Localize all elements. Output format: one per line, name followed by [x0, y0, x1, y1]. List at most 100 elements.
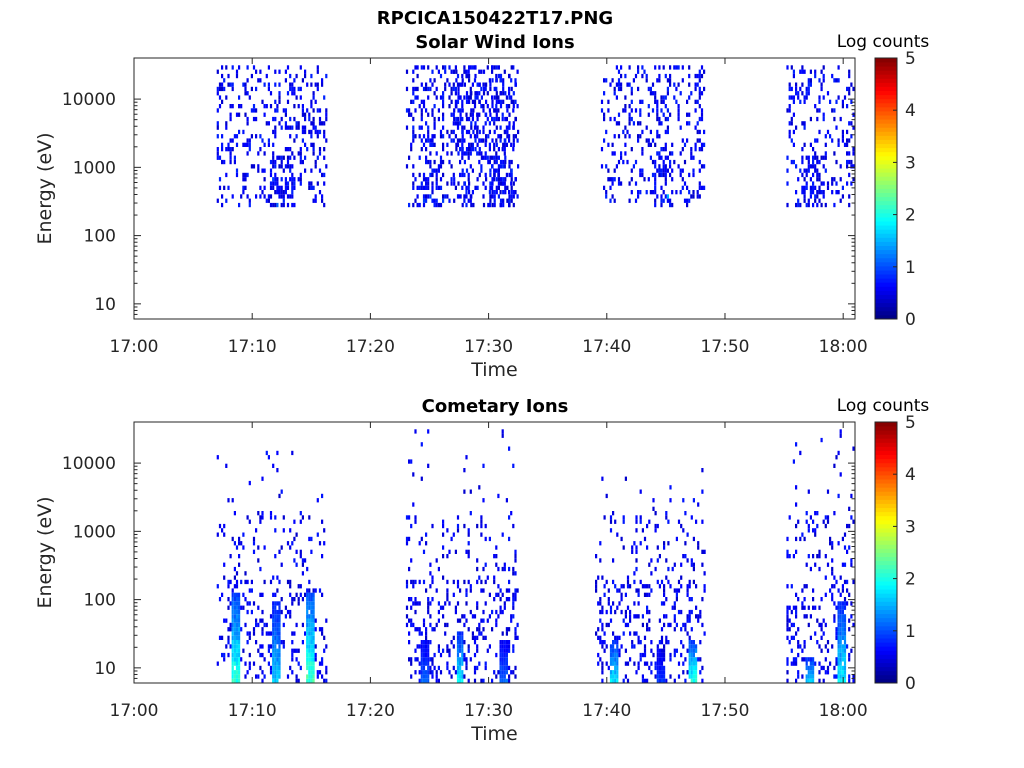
heatmap-cell [255, 674, 258, 679]
heatmap-cell [701, 665, 704, 671]
heatmap-cell [276, 652, 279, 658]
heatmap-cell [680, 584, 683, 589]
heatmap-cell [658, 168, 661, 173]
heatmap-cell [614, 609, 617, 615]
heatmap-cell [223, 618, 226, 623]
heatmap-cell [503, 151, 506, 156]
colorbar-tick-label: 2 [905, 206, 916, 226]
heatmap-cell [316, 674, 319, 679]
heatmap-cell [238, 601, 241, 606]
heatmap-cell [703, 185, 706, 190]
heatmap-cell [501, 661, 504, 666]
heatmap-cell [257, 622, 260, 628]
heatmap-cell [626, 605, 630, 610]
heatmap-cell [461, 644, 464, 649]
heatmap-cell [662, 168, 665, 173]
heatmap-cell [291, 181, 294, 186]
heatmap-cell [839, 622, 842, 628]
heatmap-cell [310, 640, 313, 645]
colorbar-swatch [875, 442, 897, 447]
heatmap-cell [318, 661, 322, 666]
heatmap-cell [252, 627, 256, 632]
heatmap-cell [497, 172, 500, 178]
heatmap-cell [501, 670, 504, 675]
heatmap-cell [792, 657, 795, 662]
heatmap-cell [468, 73, 471, 79]
heatmap-cell [831, 545, 834, 550]
heatmap-cell [223, 562, 226, 567]
heatmap-cell [620, 181, 623, 186]
heatmap-cell [788, 86, 791, 92]
colorbar-swatch [875, 286, 897, 291]
heatmap-cell [452, 86, 455, 92]
heatmap-cell [635, 614, 638, 619]
heatmap-cell [431, 108, 434, 113]
heatmap-cell [321, 661, 324, 666]
heatmap-cell [274, 635, 277, 640]
heatmap-cell [420, 657, 423, 662]
heatmap-cell [599, 640, 602, 645]
heatmap-cell [476, 134, 479, 139]
heatmap-cell [506, 129, 509, 135]
heatmap-cell [465, 665, 468, 671]
heatmap-cell [495, 104, 498, 109]
heatmap-cell [614, 661, 617, 666]
heatmap-cell [837, 670, 840, 675]
heatmap-cell [599, 618, 602, 623]
heatmap-cell [624, 674, 627, 679]
heatmap-cell [508, 86, 511, 92]
colorbar-swatch [875, 82, 897, 87]
heatmap-cell [786, 670, 789, 675]
heatmap-cell [688, 609, 691, 615]
heatmap-cell [416, 627, 419, 632]
heatmap-cell [235, 670, 239, 675]
heatmap-cell [259, 147, 262, 152]
heatmap-cell [643, 536, 647, 542]
heatmap-cell [272, 575, 275, 580]
heatmap-cell [673, 652, 676, 658]
heatmap-cell [431, 190, 434, 195]
heatmap-cell [412, 584, 415, 589]
heatmap-cell [491, 678, 494, 683]
heatmap-cell [818, 159, 821, 165]
heatmap-cell [641, 622, 644, 628]
heatmap-cell [497, 147, 500, 152]
heatmap-cell [663, 674, 666, 679]
heatmap-cell [272, 151, 275, 156]
heatmap-cell [280, 640, 283, 645]
heatmap-cell [405, 541, 409, 546]
heatmap-cell [841, 618, 844, 623]
heatmap-cell [501, 592, 504, 597]
heatmap-cell [459, 108, 462, 113]
heatmap-cell [306, 640, 309, 645]
heatmap-cell [291, 151, 294, 156]
heatmap-cell [297, 125, 300, 130]
heatmap-cell [603, 515, 606, 520]
heatmap-cell [664, 73, 667, 79]
heatmap-cell [229, 116, 232, 122]
heatmap-cell [839, 177, 842, 182]
heatmap-cell [807, 91, 810, 96]
heatmap-cell [425, 121, 428, 126]
heatmap-cell [807, 82, 810, 87]
heatmap-cell [310, 635, 313, 640]
heatmap-cell [231, 648, 234, 653]
heatmap-cell [218, 185, 222, 190]
heatmap-cell [662, 198, 665, 203]
heatmap-cell [482, 82, 485, 87]
heatmap-cell [786, 614, 789, 619]
heatmap-cell [837, 605, 840, 610]
heatmap-cell [824, 202, 827, 208]
heatmap-cell [508, 138, 511, 143]
heatmap-cell [812, 588, 815, 593]
heatmap-cell [469, 198, 472, 203]
heatmap-cell [295, 622, 298, 628]
heatmap-cell [850, 159, 853, 165]
heatmap-cell [446, 661, 449, 666]
heatmap-cell [647, 86, 650, 92]
heatmap-cell [839, 640, 842, 645]
heatmap-cell [650, 670, 653, 675]
heatmap-cell [216, 147, 219, 152]
heatmap-cell [246, 138, 249, 143]
heatmap-cell [648, 665, 651, 671]
